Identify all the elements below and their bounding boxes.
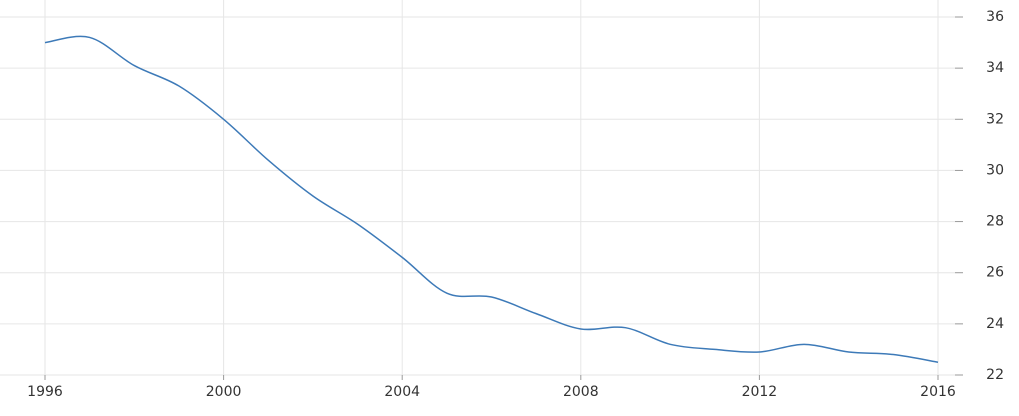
y-tick-label: 32 bbox=[986, 111, 1004, 127]
x-tick-label: 2012 bbox=[742, 384, 778, 400]
x-tick-label: 1996 bbox=[27, 384, 63, 400]
y-tick-label: 30 bbox=[986, 162, 1004, 178]
y-tick-label: 28 bbox=[986, 214, 1004, 230]
y-tick-label: 36 bbox=[986, 9, 1004, 25]
x-tick-label: 2008 bbox=[563, 384, 599, 400]
x-tick-label: 2000 bbox=[206, 384, 242, 400]
x-tick-label: 2004 bbox=[384, 384, 420, 400]
y-tick-label: 22 bbox=[986, 367, 1004, 383]
y-tick-label: 26 bbox=[986, 265, 1004, 281]
y-tick-label: 34 bbox=[986, 60, 1004, 76]
line bbox=[44, 35, 939, 363]
x-tick-label: 2016 bbox=[920, 384, 956, 400]
y-tick-label: 24 bbox=[986, 316, 1004, 332]
